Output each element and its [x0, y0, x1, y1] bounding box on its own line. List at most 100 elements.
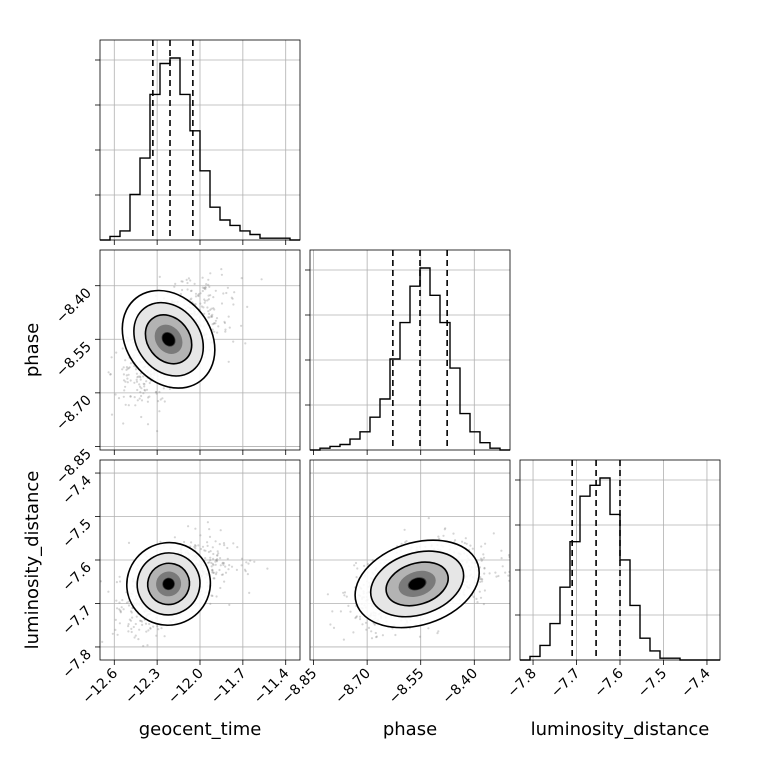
- scatter-point: [100, 580, 102, 583]
- scatter-point: [404, 541, 407, 544]
- scatter-point: [211, 594, 214, 598]
- scatter-point: [117, 397, 121, 400]
- scatter-point: [507, 574, 510, 577]
- scatter-point: [452, 532, 455, 535]
- scatter-point: [481, 578, 484, 581]
- scatter-point: [236, 546, 239, 549]
- scatter-point: [146, 423, 150, 426]
- scatter-point: [329, 623, 332, 626]
- scatter-point: [194, 295, 198, 298]
- scatter-point: [138, 375, 141, 378]
- scatter-point: [217, 325, 220, 328]
- scatter-point: [210, 594, 213, 597]
- scatter-point: [240, 277, 243, 280]
- scatter-point: [123, 389, 126, 392]
- scatter-point: [209, 308, 212, 311]
- scatter-point: [240, 324, 243, 327]
- scatter-point: [139, 378, 142, 381]
- scatter-point: [515, 560, 517, 562]
- y-tick-label: −7.8: [59, 646, 94, 681]
- scatter-point: [133, 636, 136, 639]
- scatter-point: [135, 380, 139, 383]
- scatter-point: [232, 542, 235, 545]
- scatter-point: [158, 275, 161, 278]
- scatter-point: [199, 292, 202, 295]
- scatter-point: [353, 564, 356, 567]
- scatter-point: [212, 557, 215, 561]
- scatter-point: [203, 298, 206, 301]
- scatter-point: [209, 559, 212, 562]
- scatter-point: [207, 278, 210, 281]
- scatter-point: [126, 381, 129, 384]
- scatter-point: [197, 544, 200, 547]
- scatter-point: [504, 571, 507, 574]
- scatter-point: [189, 279, 192, 282]
- scatter-point: [212, 564, 215, 567]
- scatter-point: [134, 368, 138, 371]
- scatter-point: [211, 323, 214, 326]
- x-axis-label: geocent_time: [139, 719, 262, 740]
- scatter-panel-phase-luminosity_distance: [310, 460, 517, 660]
- scatter-point: [201, 289, 204, 293]
- scatter-point: [149, 627, 152, 630]
- scatter-point: [427, 517, 430, 520]
- scatter-point: [219, 529, 222, 532]
- scatter-point: [155, 391, 158, 394]
- scatter-point: [187, 525, 190, 528]
- scatter-point: [515, 591, 517, 593]
- scatter-point: [139, 619, 142, 622]
- scatter-point: [159, 540, 162, 544]
- scatter-point: [483, 572, 486, 575]
- scatter-point: [127, 630, 130, 633]
- y-tick-label: −8.55: [53, 339, 95, 381]
- density-peak: [162, 332, 175, 346]
- scatter-point: [512, 538, 514, 540]
- scatter-point: [343, 594, 346, 597]
- x-tick-label: −7.5: [635, 666, 670, 701]
- scatter-point: [209, 294, 212, 297]
- scatter-point: [201, 545, 205, 548]
- scatter-point: [214, 540, 217, 543]
- scatter-point: [436, 632, 439, 635]
- scatter-point: [454, 539, 457, 542]
- scatter-point: [222, 562, 226, 565]
- scatter-point: [375, 636, 378, 639]
- x-tick-label: −8.70: [332, 666, 374, 708]
- scatter-point: [475, 597, 478, 601]
- scatter-point: [211, 569, 214, 572]
- scatter-point: [374, 631, 377, 635]
- scatter-point: [203, 287, 206, 290]
- scatter-point: [208, 285, 211, 288]
- scatter-point: [213, 577, 216, 580]
- scatter-point: [495, 575, 498, 578]
- scatter-point: [331, 610, 334, 613]
- scatter-point: [211, 315, 214, 318]
- scatter-point: [513, 525, 515, 527]
- scatter-point: [122, 379, 126, 382]
- scatter-point: [367, 626, 371, 630]
- scatter-point: [508, 579, 510, 582]
- scatter-point: [223, 544, 226, 547]
- scatter-point: [127, 367, 130, 370]
- scatter-point: [492, 532, 495, 535]
- scatter-point: [232, 303, 235, 306]
- scatter-point: [463, 541, 466, 545]
- scatter-point: [211, 546, 214, 549]
- scatter-point: [181, 280, 184, 283]
- scatter-point: [129, 395, 132, 398]
- scatter-point: [206, 306, 209, 309]
- scatter-point: [222, 292, 225, 295]
- scatter-point: [119, 609, 122, 612]
- scatter-point: [128, 366, 131, 369]
- scatter-point: [326, 593, 329, 596]
- scatter-point: [146, 644, 149, 647]
- scatter-point: [403, 528, 406, 531]
- scatter-point: [479, 596, 483, 599]
- hist-panel-phase: [305, 249, 511, 451]
- scatter-point: [173, 285, 176, 288]
- scatter-point: [394, 633, 397, 637]
- scatter-point: [203, 286, 206, 290]
- scatter-point: [122, 395, 125, 398]
- scatter-point: [215, 560, 219, 563]
- scatter-point: [193, 282, 196, 285]
